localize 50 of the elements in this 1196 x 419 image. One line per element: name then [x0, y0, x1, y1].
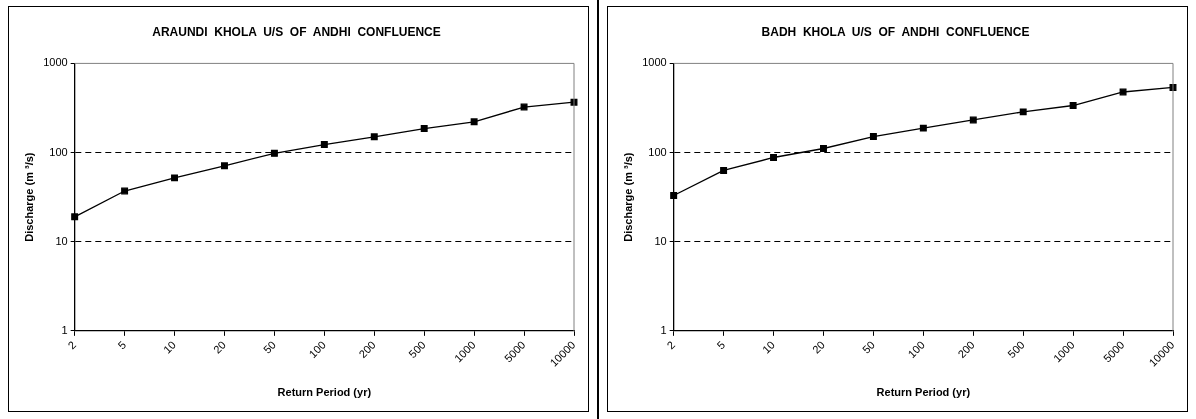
- x-axis-title: Return Period (yr): [277, 386, 372, 399]
- point: [71, 213, 79, 221]
- point: [770, 154, 778, 161]
- chart-title: BADH KHOLA U/S OF ANDHI CONFLUENCE: [761, 24, 1030, 39]
- point: [520, 103, 528, 111]
- y-tick-label: 1: [61, 323, 68, 336]
- x-tick-label: 20: [809, 338, 828, 356]
- y-axis-title: Discharge (m ³/s): [22, 152, 35, 242]
- point: [1069, 102, 1077, 109]
- x-tick-label: 500: [1005, 338, 1027, 361]
- x-tick-label: 5: [714, 338, 728, 352]
- point: [869, 133, 877, 141]
- x-tick-label: 500: [406, 338, 428, 361]
- x-tick-label: 2: [65, 338, 79, 352]
- y-tick-label: 100: [648, 145, 667, 158]
- point: [1119, 88, 1127, 96]
- point: [370, 133, 378, 141]
- point: [320, 141, 328, 149]
- y-tick-label: 1000: [43, 56, 68, 69]
- x-tick-label: 50: [260, 338, 278, 356]
- x-tick-label: 10: [759, 338, 778, 356]
- y-tick-label: 1000: [642, 56, 667, 69]
- x-axis-title: Return Period (yr): [876, 386, 971, 399]
- point: [171, 174, 179, 182]
- x-tick-label: 20: [210, 338, 229, 356]
- point: [121, 187, 129, 195]
- x-tick-label: 100: [306, 338, 328, 361]
- point: [220, 162, 228, 170]
- x-tick-label: 5: [115, 338, 129, 352]
- y-tick-label: 10: [55, 234, 68, 247]
- y-axis-title: Discharge (m ³/s): [621, 152, 634, 242]
- y-tick-label: 10: [654, 234, 667, 247]
- point: [1019, 108, 1027, 116]
- x-tick-label: 50: [859, 338, 877, 356]
- point: [919, 124, 927, 132]
- y-tick-label: 100: [49, 145, 68, 158]
- point: [969, 116, 977, 124]
- x-tick-label: 200: [356, 338, 378, 361]
- x-tick-label: 10: [160, 338, 179, 356]
- chart-title: ARAUNDI KHOLA U/S OF ANDHI CONFLUENCE: [152, 24, 441, 39]
- point: [470, 118, 478, 126]
- point: [270, 149, 278, 157]
- point: [819, 145, 827, 152]
- point: [420, 125, 428, 132]
- point: [670, 191, 678, 199]
- y-tick-label: 1: [660, 323, 667, 336]
- x-tick-label: 100: [905, 338, 927, 361]
- x-tick-label: 2: [664, 338, 678, 352]
- point: [720, 166, 728, 174]
- x-tick-label: 200: [955, 338, 977, 361]
